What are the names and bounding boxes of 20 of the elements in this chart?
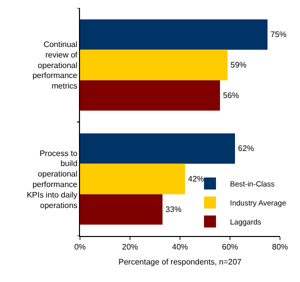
bar <box>80 164 185 194</box>
x-tick-label: 40% <box>172 242 188 252</box>
x-axis-title: Percentage of respondents, n=207 <box>118 258 242 267</box>
data-label: 75% <box>270 30 287 40</box>
x-tick-label: 80% <box>272 242 288 252</box>
bar <box>80 50 228 80</box>
bar <box>80 19 268 50</box>
x-tick-label: 60% <box>222 242 238 252</box>
data-label: 42% <box>188 174 204 184</box>
y-tick-label: Continual review of operational performance metrics <box>32 40 78 91</box>
bar <box>80 80 220 111</box>
data-label: 56% <box>223 90 240 100</box>
x-tick-label: 0% <box>74 242 86 252</box>
data-label: 62% <box>238 144 254 154</box>
x-tick-label: 20% <box>122 242 138 252</box>
bar <box>80 133 235 164</box>
data-label: 59% <box>230 60 247 70</box>
bar <box>80 194 162 225</box>
y-tick-label: Process to build operational performance KPIs into daily operations <box>26 148 78 210</box>
data-label: 33% <box>166 204 182 214</box>
